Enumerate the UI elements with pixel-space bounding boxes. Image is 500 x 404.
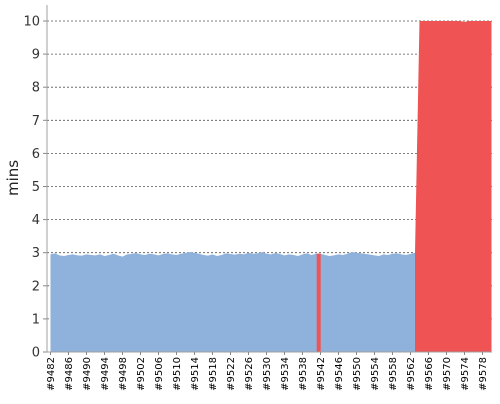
y-tick-label-4: 4 xyxy=(32,213,40,228)
x-tick-label-9494: #9494 xyxy=(100,357,111,391)
axis-layer xyxy=(43,5,492,355)
x-tick-label-9486: #9486 xyxy=(64,357,75,391)
x-tick-label-9546: #9546 xyxy=(334,357,345,391)
x-tick-label-9562: #9562 xyxy=(406,357,417,391)
x-tick-label-9510: #9510 xyxy=(172,357,183,391)
x-tick-label-9534: #9534 xyxy=(280,357,291,391)
y-tick-label-9: 9 xyxy=(32,48,40,63)
y-axis-label: mins xyxy=(4,160,22,196)
area-success xyxy=(50,252,415,352)
x-tick-label-9506: #9506 xyxy=(154,357,165,391)
x-tick-label-9490: #9490 xyxy=(82,357,93,391)
x-tick-label-9542: #9542 xyxy=(316,357,327,391)
x-tick-label-9570: #9570 xyxy=(442,357,453,391)
x-tick-label-9482: #9482 xyxy=(46,357,57,391)
y-tick-label-10: 10 xyxy=(23,15,40,30)
x-tick-label-9522: #9522 xyxy=(226,357,237,391)
x-tick-label-9550: #9550 xyxy=(352,357,363,391)
area-failed xyxy=(415,21,492,352)
x-tick-labels: #9482 #9486 #9490 #9494 #9498 #9502 #9506 #9510… xyxy=(46,357,489,391)
x-tick-label-9558: #9558 xyxy=(388,357,399,391)
y-tick-label-6: 6 xyxy=(32,147,40,162)
x-tick-label-9566: #9566 xyxy=(424,357,435,391)
area-layer xyxy=(50,21,492,352)
y-tick-label-3: 3 xyxy=(32,246,40,261)
x-tick-label-9574: #9574 xyxy=(460,357,471,391)
x-tick-label-9518: #9518 xyxy=(208,357,219,391)
x-tick-label-9498: #9498 xyxy=(118,357,129,391)
x-tick-label-9554: #9554 xyxy=(370,357,381,391)
spike-failed-0 xyxy=(316,253,321,352)
x-tick-label-9538: #9538 xyxy=(298,357,309,391)
x-tick-label-9514: #9514 xyxy=(190,357,201,391)
y-tick-labels: 0 1 2 3 4 5 6 7 8 9 10 xyxy=(23,15,40,361)
y-tick-label-7: 7 xyxy=(32,114,40,129)
y-tick-label-0: 0 xyxy=(32,346,40,361)
y-tick-label-1: 1 xyxy=(32,312,40,327)
x-tick-label-9578: #9578 xyxy=(478,357,489,391)
x-tick-label-9530: #9530 xyxy=(262,357,273,391)
x-tick-label-9502: #9502 xyxy=(136,357,147,391)
y-tick-label-5: 5 xyxy=(32,180,40,195)
y-tick-label-8: 8 xyxy=(32,81,40,96)
y-tick-label-2: 2 xyxy=(32,279,40,294)
x-tick-label-9526: #9526 xyxy=(244,357,255,391)
